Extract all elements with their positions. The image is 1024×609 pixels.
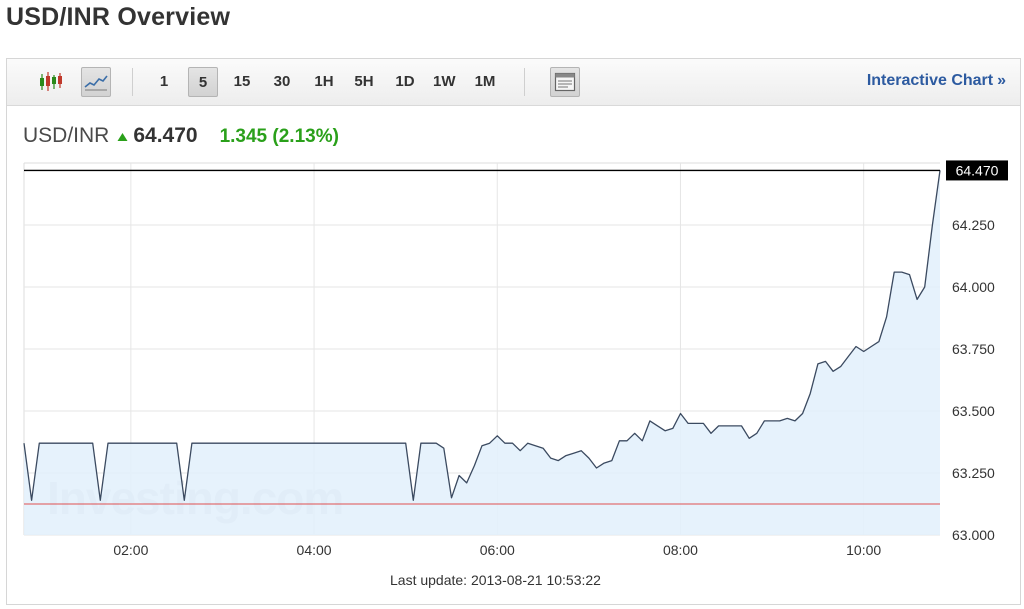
x-tick-label: 02:00	[113, 542, 148, 558]
x-tick-label: 06:00	[480, 542, 515, 558]
price-chart[interactable]: 63.000 63.250 63.500 63.750 64.000 64.250 02:0…	[7, 59, 1020, 604]
timeframe-30[interactable]: 30	[273, 73, 291, 90]
y-tick-label: 63.000	[952, 527, 995, 543]
timeframe-1[interactable]: 1	[159, 73, 169, 90]
page-title: USD/INR Overview	[6, 3, 231, 31]
y-tick-label: 63.750	[952, 341, 995, 357]
timeframe-5[interactable]: 5	[188, 67, 218, 97]
y-tick-label: 63.250	[952, 465, 995, 481]
chart-toolbar: 1 5 15 30 1H 5H 1D 1W 1M Interactive Cha…	[7, 59, 1020, 106]
timeframe-1d[interactable]: 1D	[395, 73, 415, 90]
toolbar-separator	[524, 68, 525, 96]
candlestick-icon[interactable]	[36, 67, 66, 97]
y-tick-label: 63.500	[952, 403, 995, 419]
y-tick-label: 64.000	[952, 279, 995, 295]
timeframe-15[interactable]: 15	[233, 73, 251, 90]
last-price-label: 64.470	[956, 162, 999, 178]
up-arrow-icon	[117, 124, 129, 148]
x-tick-label: 10:00	[846, 542, 881, 558]
chevron-right-icon: »	[997, 72, 1006, 89]
chart-widget: 1 5 15 30 1H 5H 1D 1W 1M Interactive Cha…	[6, 58, 1021, 605]
last-update: Last update: 2013-08-21 10:53:22	[390, 572, 601, 588]
price-line	[23, 170, 941, 501]
quote-symbol: USD/INR	[23, 124, 110, 147]
quote-header: USD/INR 64.470 1.345 (2.13%)	[23, 124, 339, 148]
timeframe-1w[interactable]: 1W	[433, 73, 456, 90]
toolbar-separator	[132, 68, 133, 96]
x-tick-label: 04:00	[297, 542, 332, 558]
line-chart-icon[interactable]	[81, 67, 111, 97]
interactive-chart-link[interactable]: Interactive Chart»	[867, 72, 1006, 90]
quote-price: 64.470	[133, 124, 198, 147]
timeframe-1h[interactable]: 1H	[314, 73, 334, 90]
y-tick-label: 64.250	[952, 217, 995, 233]
timeframe-1m[interactable]: 1M	[474, 73, 496, 90]
interactive-chart-label: Interactive Chart	[866, 72, 994, 89]
chart-settings-icon[interactable]	[550, 67, 580, 97]
last-price-marker	[946, 160, 1008, 181]
quote-change: 1.345 (2.13%)	[219, 126, 339, 147]
timeframe-5h[interactable]: 5H	[354, 73, 374, 90]
x-tick-label: 08:00	[663, 542, 698, 558]
